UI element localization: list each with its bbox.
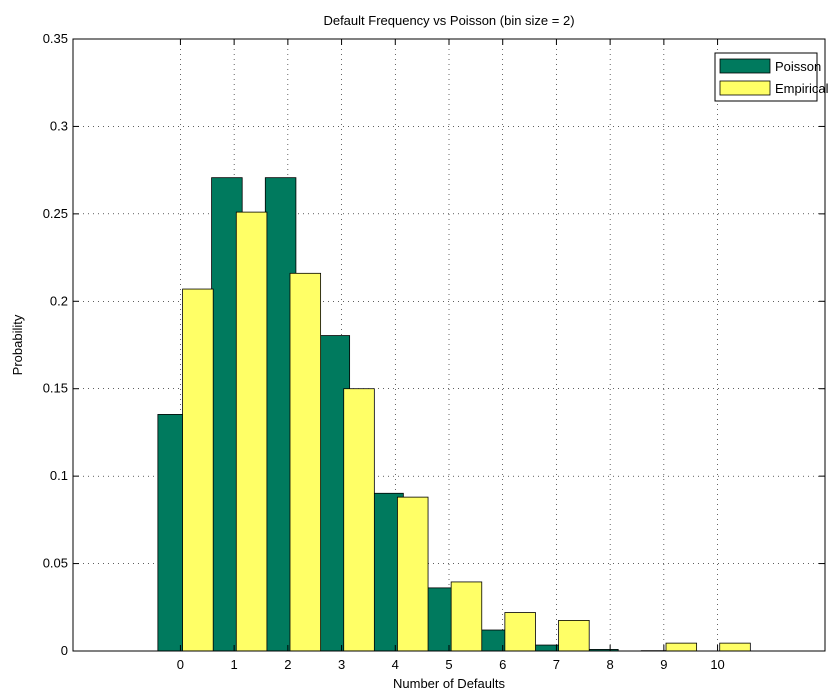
legend-swatch-poisson [719, 58, 771, 74]
y-tick-label: 0.05 [43, 556, 68, 571]
bar-empirical-5 [450, 581, 483, 652]
y-tick-label: 0.3 [50, 118, 68, 133]
x-tick-label: 2 [284, 657, 291, 672]
x-tick-label: 4 [392, 657, 399, 672]
bar-empirical-1 [235, 211, 268, 652]
y-tick-label: 0.2 [50, 293, 68, 308]
legend-label-empirical: Empirical [775, 81, 829, 96]
chart-title: Default Frequency vs Poisson (bin size =… [323, 13, 574, 28]
bar-empirical-0 [182, 288, 214, 652]
x-tick-label: 7 [553, 657, 560, 672]
x-tick-label: 3 [338, 657, 345, 672]
x-axis-label: Number of Defaults [393, 676, 505, 691]
tick-labels: 0 1 2 3 4 5 6 7 8 9 10 0 0.05 0.1 0.15 0.2 0.25 0.3 0.35 [43, 31, 725, 672]
x-tick-label: 8 [607, 657, 614, 672]
y-tick-label: 0 [61, 643, 68, 658]
legend: Poisson Empirical [714, 52, 829, 102]
bar-empirical-2 [289, 272, 322, 652]
bar-empirical-9 [665, 642, 698, 652]
bar-empirical-3 [343, 388, 375, 652]
legend-label-poisson: Poisson [775, 59, 821, 74]
bar-empirical-4 [397, 496, 429, 652]
x-tick-label: 1 [231, 657, 238, 672]
y-axis-label: Probability [10, 314, 25, 375]
x-tick-label: 9 [660, 657, 667, 672]
bar-empirical-6 [504, 612, 536, 652]
ticks [73, 38, 825, 652]
y-tick-label: 0.25 [43, 206, 68, 221]
y-tick-label: 0.15 [43, 381, 68, 396]
x-tick-label: 5 [445, 657, 452, 672]
x-tick-label: 10 [710, 657, 724, 672]
y-tick-label: 0.35 [43, 31, 68, 46]
bar-empirical-10 [719, 642, 751, 652]
y-tick-label: 0.1 [50, 468, 68, 483]
bar-empirical-7 [558, 620, 590, 652]
legend-swatch-empirical [719, 80, 771, 96]
x-tick-label: 6 [499, 657, 506, 672]
bars [157, 177, 751, 652]
x-tick-label: 0 [177, 657, 184, 672]
